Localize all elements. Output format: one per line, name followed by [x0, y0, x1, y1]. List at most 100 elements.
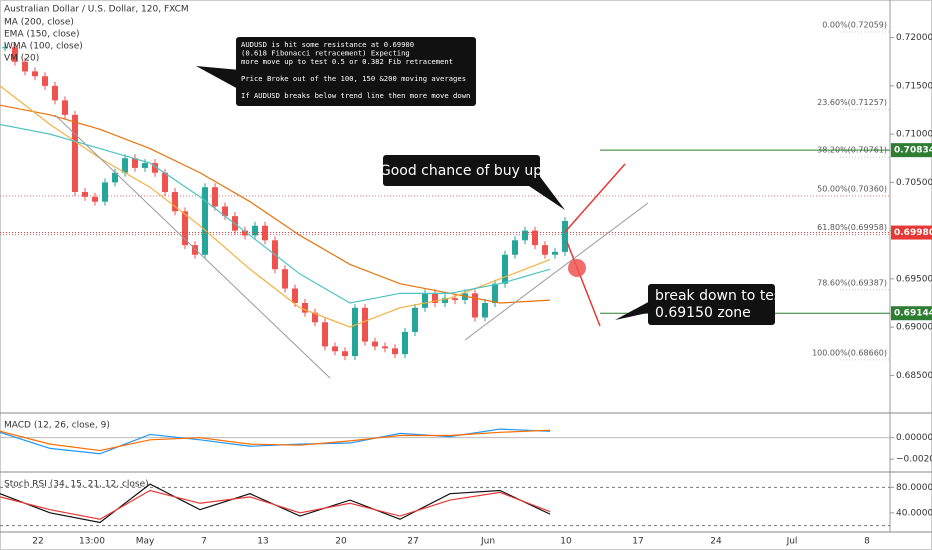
- candle: [322, 322, 328, 347]
- y-tick-label: 0.69000: [896, 323, 932, 333]
- note-line: more move up to test 0.5 or 0.382 Fib re…: [241, 57, 453, 66]
- price-tag-label: 0.69980: [894, 228, 932, 238]
- fib-label: 0.00%(0.72059): [822, 20, 887, 29]
- callout: [236, 37, 476, 106]
- x-tick-label: 17: [632, 537, 643, 547]
- candle: [212, 187, 218, 207]
- candle: [162, 172, 168, 193]
- candle: [482, 302, 488, 318]
- x-tick-label: May: [136, 537, 155, 547]
- candle: [422, 293, 428, 308]
- legend-entry: MA (200, close): [4, 18, 74, 28]
- note-down: 0.69150 zone: [655, 305, 751, 321]
- y-tick-label: 0.71500: [896, 81, 932, 91]
- candle: [382, 346, 388, 349]
- candle: [332, 346, 338, 352]
- candle: [352, 307, 358, 357]
- candle: [82, 192, 88, 197]
- candle: [372, 341, 378, 347]
- x-tick-label: 10: [560, 537, 572, 547]
- y-tick-label: 0.70500: [896, 178, 932, 188]
- candle: [312, 312, 318, 323]
- candle: [492, 283, 498, 303]
- candle: [102, 182, 108, 202]
- price-tag: [891, 143, 932, 158]
- candle: [32, 71, 38, 77]
- note-down: break down to test: [655, 288, 787, 304]
- price-line: [0, 123, 551, 304]
- candle: [532, 230, 538, 246]
- candle: [182, 211, 188, 246]
- candle: [292, 288, 298, 303]
- candle: [192, 245, 198, 255]
- candle: [72, 114, 78, 193]
- candle: [342, 351, 348, 357]
- candle: [302, 302, 308, 313]
- candle: [282, 269, 288, 289]
- x-tick-label: 20: [335, 537, 347, 547]
- legend-entry: EMA (150, close): [4, 30, 80, 40]
- candle: [52, 85, 58, 101]
- fib-label: 78.60%(0.69387): [817, 278, 887, 287]
- candle: [22, 61, 28, 72]
- x-tick-label: 8: [864, 537, 870, 547]
- callout-tail: [615, 300, 652, 320]
- y-tick-label: 80.0000: [896, 483, 932, 493]
- x-tick-label: 7: [201, 537, 207, 547]
- candle: [402, 331, 408, 355]
- candle: [202, 187, 208, 255]
- candle: [362, 307, 368, 342]
- candle: [432, 293, 438, 303]
- candle: [442, 298, 448, 303]
- y-tick-label: −0.00200: [896, 455, 932, 465]
- marker: [568, 259, 586, 277]
- candle: [142, 163, 148, 168]
- fib-label: 61.80%(0.69958): [817, 223, 887, 232]
- title: Australian Dollar / U.S. Dollar, 120, FX…: [4, 5, 189, 15]
- candle: [122, 158, 128, 173]
- candle: [42, 76, 48, 86]
- macd-line: [0, 428, 551, 455]
- candle: [222, 206, 228, 217]
- y-tick-label: 0.00000: [896, 433, 932, 443]
- candle: [132, 158, 138, 168]
- arrow: [566, 241, 601, 327]
- rsi-line: [0, 489, 551, 520]
- price-tag-label: 0.69144: [894, 309, 932, 319]
- y-tick-label: 0.69500: [896, 274, 932, 284]
- candle: [152, 163, 158, 173]
- pane-label: MACD (12, 26, close, 9): [4, 421, 110, 431]
- candle: [452, 298, 458, 301]
- callout: [648, 284, 775, 325]
- x-tick-label: 27: [407, 537, 418, 547]
- y-tick-label: 0.68500: [896, 371, 932, 381]
- candle: [512, 240, 518, 255]
- candle: [172, 192, 178, 212]
- candle: [522, 230, 528, 241]
- y-tick-label: 0.71000: [896, 130, 932, 140]
- callout-tail: [196, 66, 240, 90]
- legend-entry: VM (20): [4, 54, 39, 64]
- trend-line: [54, 114, 331, 379]
- candle: [242, 230, 248, 236]
- fib-label: 23.60%(0.71257): [817, 98, 887, 107]
- price-line: [0, 85, 551, 328]
- candle: [542, 245, 548, 255]
- candle: [252, 225, 258, 236]
- candle: [472, 293, 478, 318]
- candle: [392, 348, 398, 355]
- macd-line: [0, 429, 551, 452]
- x-tick-label: 22: [32, 537, 43, 547]
- candle: [62, 100, 68, 115]
- legend-entry: WMA (100, close): [4, 42, 83, 52]
- pane-label: Stoch RSI (34, 15, 21, 12, close): [4, 480, 149, 490]
- candle: [2, 47, 8, 49]
- y-tick-label: 0.72000: [896, 33, 932, 43]
- rsi-line: [0, 483, 551, 524]
- arrow: [564, 163, 626, 233]
- price-tag: [891, 306, 932, 321]
- x-tick-label: 13: [257, 537, 268, 547]
- fib-label: 50.00%(0.70360): [817, 184, 887, 193]
- trend-line: [464, 202, 649, 341]
